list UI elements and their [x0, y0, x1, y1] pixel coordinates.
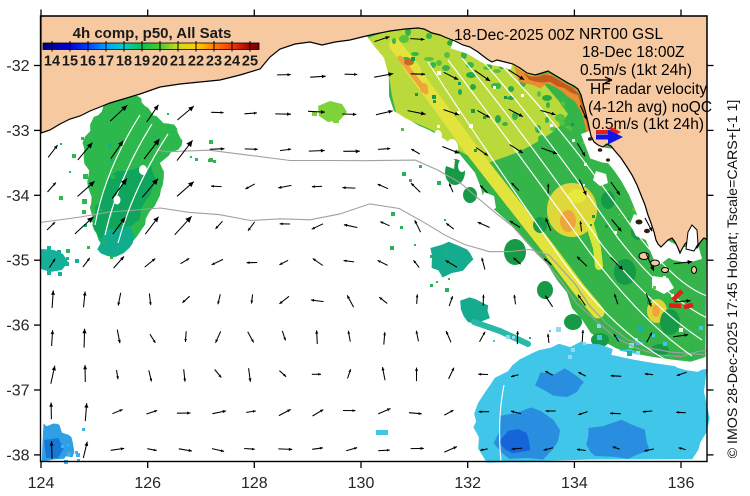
svg-text:128: 128 [241, 475, 268, 492]
svg-text:0.5m/s (1kt 24h): 0.5m/s (1kt 24h) [592, 116, 704, 133]
svg-text:(4-12h avg) noQC: (4-12h avg) noQC [588, 99, 712, 116]
svg-text:-34: -34 [6, 188, 29, 205]
svg-text:HF radar velocity: HF radar velocity [590, 81, 707, 98]
svg-text:15: 15 [62, 54, 78, 70]
svg-text:18: 18 [116, 54, 132, 70]
svg-text:-33: -33 [6, 123, 29, 140]
svg-text:132: 132 [454, 475, 481, 492]
svg-text:4h comp, p50, All Sats: 4h comp, p50, All Sats [73, 25, 232, 42]
svg-text:24: 24 [224, 54, 240, 70]
svg-text:124: 124 [28, 475, 55, 492]
svg-text:21: 21 [170, 54, 186, 70]
svg-text:-32: -32 [6, 58, 29, 75]
svg-text:-37: -37 [6, 383, 29, 400]
svg-text:130: 130 [348, 475, 375, 492]
svg-text:14: 14 [44, 54, 60, 70]
svg-text:17: 17 [98, 54, 114, 70]
svg-text:22: 22 [188, 54, 204, 70]
svg-text:134: 134 [561, 475, 588, 492]
svg-text:18-Dec 18:00Z: 18-Dec 18:00Z [582, 44, 685, 61]
svg-text:© IMOS 28-Dec-2025 17:45 Hobar: © IMOS 28-Dec-2025 17:45 Hobart; Tscale=… [725, 100, 741, 459]
svg-text:0.5m/s (1kt 24h): 0.5m/s (1kt 24h) [580, 62, 692, 79]
svg-text:126: 126 [134, 475, 161, 492]
svg-text:19: 19 [134, 54, 150, 70]
svg-text:25: 25 [242, 54, 258, 70]
svg-text:-38: -38 [6, 447, 29, 464]
svg-text:-36: -36 [6, 318, 29, 335]
svg-text:18-Dec-2025 00Z: 18-Dec-2025 00Z [454, 27, 575, 44]
svg-text:23: 23 [206, 54, 222, 70]
svg-text:20: 20 [152, 54, 168, 70]
svg-text:-35: -35 [6, 253, 29, 270]
svg-text:136: 136 [668, 475, 695, 492]
svg-text:16: 16 [80, 54, 96, 70]
svg-text:NRT00 GSL: NRT00 GSL [579, 26, 664, 43]
